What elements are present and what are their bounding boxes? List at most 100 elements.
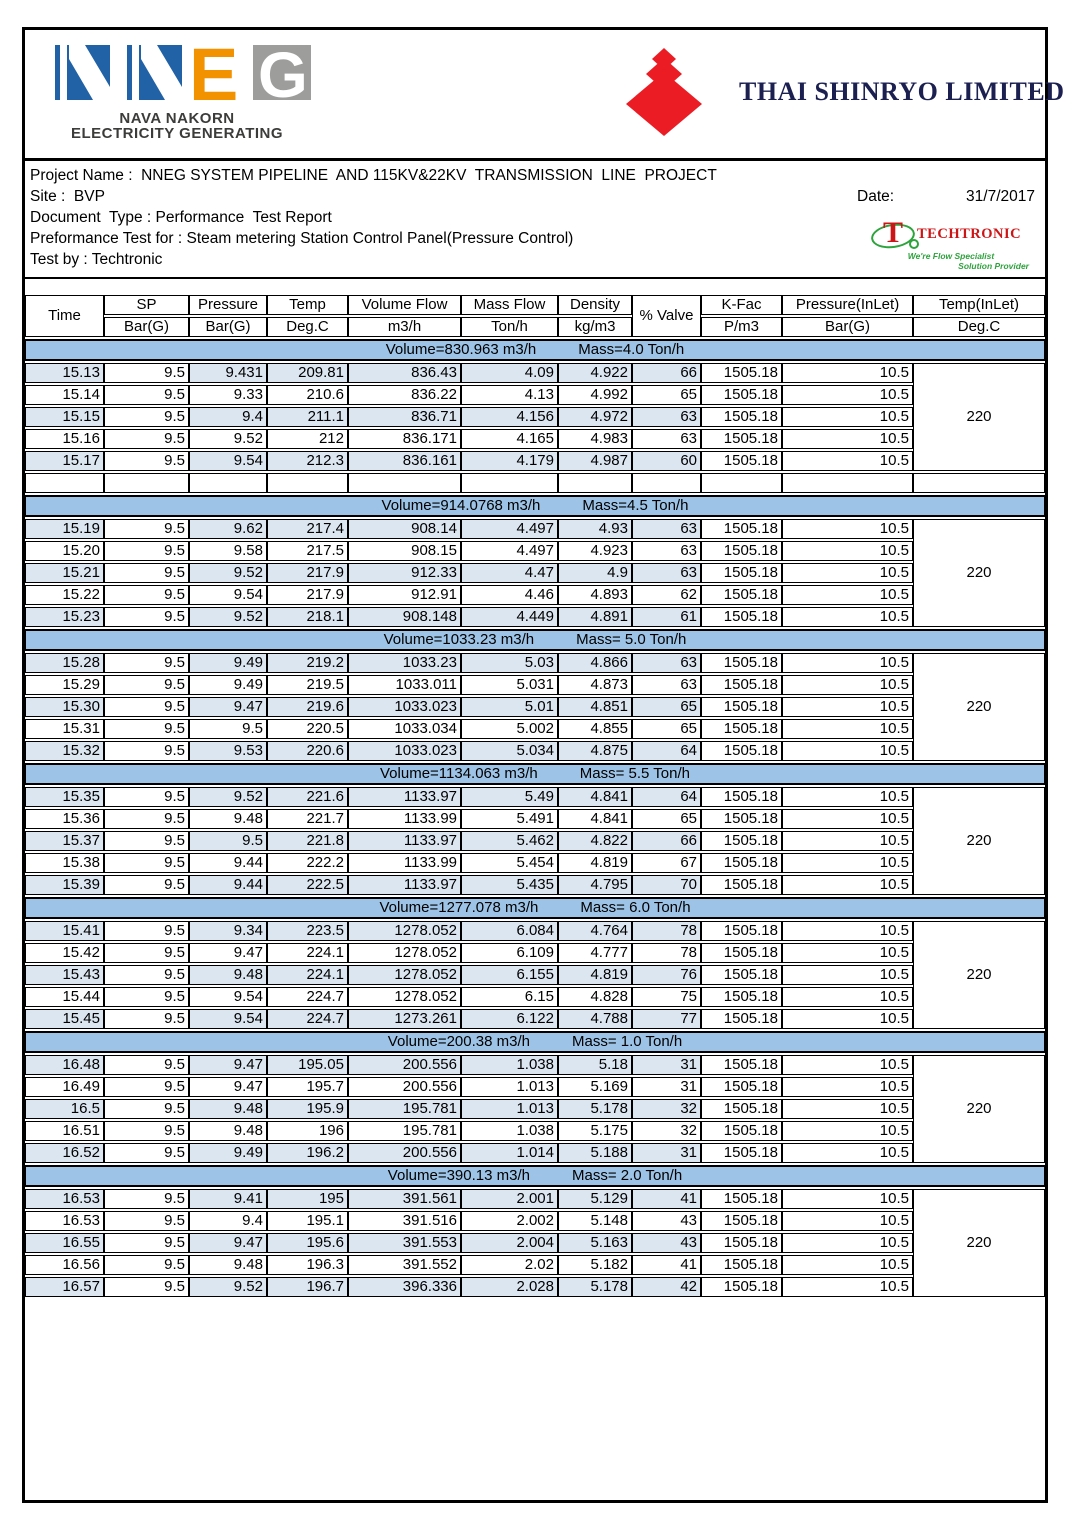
cell-pressure: 9.33	[189, 385, 267, 405]
cell-temp-inlet: 220	[913, 519, 1045, 627]
cell-sp: 9.5	[104, 1255, 189, 1275]
cell-density: 4.828	[558, 987, 632, 1007]
cell-volume-flow: 391.561	[348, 1189, 461, 1209]
band-mass-label: Mass= 5.0 Ton/h	[576, 631, 687, 648]
cell-density: 4.9	[558, 563, 632, 583]
band-mass-label: Mass= 2.0 Ton/h	[571, 1167, 683, 1184]
cell-blank	[25, 473, 104, 493]
col-unit-sp: Bar(G)	[104, 317, 189, 337]
cell-pressure-inlet: 10.5	[782, 1055, 913, 1075]
cell-pressure-inlet: 10.5	[782, 451, 913, 471]
cell-valve: 63	[632, 541, 701, 561]
cell-sp: 9.5	[104, 429, 189, 449]
table-row: 15.29 9.5 9.49 219.5 1033.011 5.031 4.873 63 150…	[25, 675, 1045, 695]
cell-density: 4.873	[558, 675, 632, 695]
cell-mass-flow: 4.09	[461, 363, 558, 383]
cell-blank	[267, 473, 348, 493]
cell-density: 5.169	[558, 1077, 632, 1097]
cell-time: 15.41	[25, 921, 104, 941]
svg-text:E: E	[189, 44, 238, 102]
page-frame: E G NAVA NAKORN ELECTRICITY GENERATING T…	[22, 27, 1064, 1503]
techtronic-t-icon: T	[869, 217, 919, 251]
cell-density: 5.163	[558, 1233, 632, 1253]
cell-k-fac: 1505.18	[701, 451, 782, 471]
cell-time: 15.38	[25, 853, 104, 873]
cell-volume-flow: 1033.023	[348, 741, 461, 761]
cell-time: 15.42	[25, 943, 104, 963]
cell-sp: 9.5	[104, 1055, 189, 1075]
table-row: 15.44 9.5 9.54 224.7 1278.052 6.15 4.828 75 1505…	[25, 987, 1045, 1007]
cell-mass-flow: 2.028	[461, 1277, 558, 1297]
cell-volume-flow: 1133.97	[348, 787, 461, 807]
cell-sp: 9.5	[104, 519, 189, 539]
cell-k-fac: 1505.18	[701, 1009, 782, 1029]
cell-time: 16.55	[25, 1233, 104, 1253]
cell-pressure: 9.54	[189, 1009, 267, 1029]
cell-time: 15.36	[25, 809, 104, 829]
cell-mass-flow: 4.13	[461, 385, 558, 405]
cell-sp: 9.5	[104, 1277, 189, 1297]
cell-temp: 220.6	[267, 741, 348, 761]
cell-sp: 9.5	[104, 607, 189, 627]
cell-pressure: 9.52	[189, 787, 267, 807]
col-header-pressure: Pressure	[189, 295, 267, 315]
cell-mass-flow: 4.156	[461, 407, 558, 427]
cell-pressure-inlet: 10.5	[782, 809, 913, 829]
cell-k-fac: 1505.18	[701, 653, 782, 673]
cell-temp: 195.9	[267, 1099, 348, 1119]
cell-volume-flow: 912.33	[348, 563, 461, 583]
band-mass-label: Mass= 6.0 Ton/h	[580, 899, 691, 916]
cell-pressure-inlet: 10.5	[782, 1211, 913, 1231]
cell-volume-flow: 1133.99	[348, 853, 461, 873]
cell-pressure-inlet: 10.5	[782, 1009, 913, 1029]
nneg-logo: E G NAVA NAKORN ELECTRICITY GENERATING	[41, 33, 313, 141]
cell-mass-flow: 5.031	[461, 675, 558, 695]
cell-pressure-inlet: 10.5	[782, 853, 913, 873]
cell-density: 5.148	[558, 1211, 632, 1231]
cell-time: 15.45	[25, 1009, 104, 1029]
cell-pressure: 9.47	[189, 943, 267, 963]
cell-pressure-inlet: 10.5	[782, 1077, 913, 1097]
table-row: 16.53 9.5 9.41 195 391.561 2.001 5.129 41 1505.1…	[25, 1189, 1045, 1297]
cell-k-fac: 1505.18	[701, 1099, 782, 1119]
cell-k-fac: 1505.18	[701, 965, 782, 985]
cell-density: 4.855	[558, 719, 632, 739]
cell-time: 16.53	[25, 1189, 104, 1209]
cell-valve: 65	[632, 719, 701, 739]
cell-temp: 223.5	[267, 921, 348, 941]
section-band: Volume=830.963 m3/h Mass=4.0 Ton/h	[25, 339, 1045, 361]
cell-time: 16.51	[25, 1121, 104, 1141]
cell-temp: 224.1	[267, 943, 348, 963]
cell-valve: 31	[632, 1055, 701, 1075]
cell-temp: 196	[267, 1121, 348, 1141]
cell-density: 4.893	[558, 585, 632, 605]
cell-volume-flow: 836.71	[348, 407, 461, 427]
cell-volume-flow: 1278.052	[348, 965, 461, 985]
cell-volume-flow: 836.43	[348, 363, 461, 383]
cell-volume-flow: 1033.034	[348, 719, 461, 739]
table-row: 15.17 9.5 9.54 212.3 836.161 4.179 4.987 60 1505…	[25, 451, 1045, 471]
cell-k-fac: 1505.18	[701, 675, 782, 695]
cell-temp: 209.81	[267, 363, 348, 383]
cell-valve: 64	[632, 787, 701, 807]
cell-pressure-inlet: 10.5	[782, 987, 913, 1007]
cell-pressure: 9.49	[189, 653, 267, 673]
cell-density: 4.841	[558, 787, 632, 807]
cell-pressure: 9.48	[189, 965, 267, 985]
cell-sp: 9.5	[104, 921, 189, 941]
table-wrap: Time SP Pressure Temp Volume Flow Mass Flow De…	[25, 293, 1045, 1299]
cell-volume-flow: 1033.011	[348, 675, 461, 695]
col-header-volume-flow: Volume Flow	[348, 295, 461, 315]
band-mass-label: Mass=4.5 Ton/h	[582, 497, 689, 514]
cell-mass-flow: 6.109	[461, 943, 558, 963]
cell-pressure-inlet: 10.5	[782, 563, 913, 583]
cell-valve: 61	[632, 607, 701, 627]
cell-temp-inlet: 220	[913, 787, 1045, 895]
band-volume-label: Volume=830.963 m3/h	[385, 341, 537, 358]
cell-sp: 9.5	[104, 1233, 189, 1253]
cell-temp: 221.8	[267, 831, 348, 851]
cell-volume-flow: 912.91	[348, 585, 461, 605]
cell-density: 4.819	[558, 853, 632, 873]
cell-time: 15.21	[25, 563, 104, 583]
header-row-labels: Time SP Pressure Temp Volume Flow Mass Flow De…	[25, 295, 1045, 337]
